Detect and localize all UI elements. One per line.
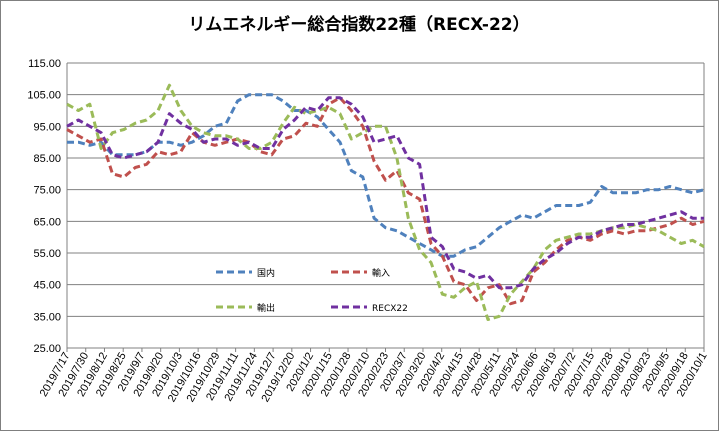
y-tick-label: 115.00 [28,58,61,70]
y-tick-label: 65.00 [33,216,61,228]
y-tick-label: 95.00 [33,121,61,133]
series-line-0 [67,93,705,258]
y-tick-label: 35.00 [33,311,61,323]
gridlines [66,62,705,349]
legend-label-0: 国内 [257,267,275,279]
x-axis-ticks: 2019/7/172019/7/302019/8/122019/8/252019… [38,348,710,404]
y-tick-label: 85.00 [33,153,61,165]
y-tick-label: 75.00 [33,185,61,197]
legend-label-1: 輸入 [372,267,390,279]
legend-label-2: 輸出 [257,302,275,314]
series-lines [66,83,705,321]
series-line-1 [66,96,705,306]
y-tick-label: 105.00 [27,90,61,102]
y-tick-label: 45.00 [33,280,61,292]
legend-label-3: RECX22 [372,304,408,314]
y-tick-label: 25.00 [33,343,61,355]
y-axis-ticks: 25.00 35.00 45.00 55.00 65.00 75.00 85.00 95.00… [27,58,61,355]
y-tick-label: 55.00 [33,248,61,260]
series-line-3 [66,96,704,290]
chart-title: リムエネルギー総合指数22種（RECX-22） [188,14,529,35]
